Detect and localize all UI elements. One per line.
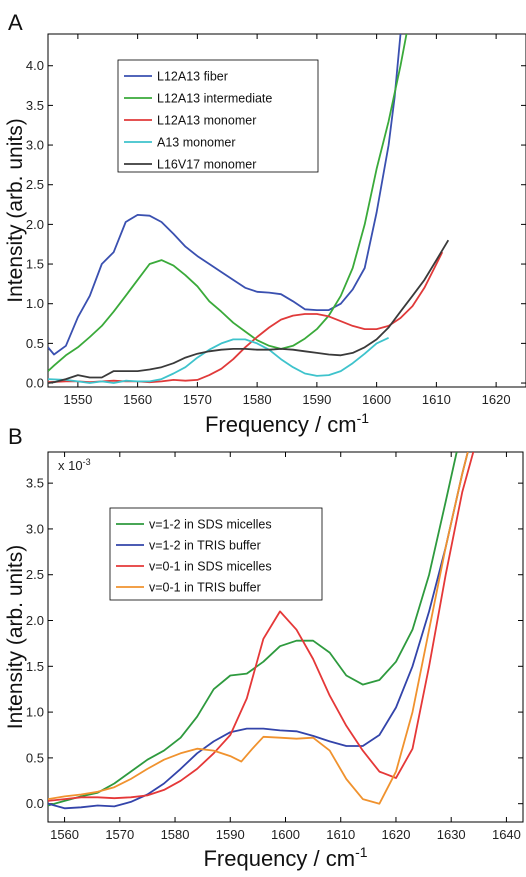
- panel-b-ylabel: Intensity (arb. units): [4, 545, 27, 729]
- panel-a-xtick-label: 1570: [183, 392, 212, 407]
- panel-b-series-line-2: [48, 452, 469, 810]
- panel-b-xtick-label: 1630: [437, 827, 466, 842]
- panel-b-xtick-label: 1560: [50, 827, 79, 842]
- panel-b-xlabel-sup: -1: [355, 844, 368, 860]
- panel-b-y-multiplier-exp: -3: [83, 457, 91, 467]
- panel-a-legend-box: [117, 59, 319, 173]
- panel-b-ytick-label: 3.5: [26, 476, 44, 491]
- panel-b-xlabel: Frequency / cm-1: [203, 844, 367, 871]
- panel-b-ytick-label: 1.5: [26, 659, 44, 674]
- panel-b-ytick-label: 2.0: [26, 613, 44, 628]
- panel-a-ylabel: Intensity (arb. units): [4, 118, 27, 302]
- panel-a-ytick-label: 4.0: [26, 58, 44, 73]
- panel-a-series-group: [48, 34, 450, 384]
- panel-a-ytick-label: 0.5: [26, 336, 44, 351]
- panel-a-legend-label-5: L16V17 monomer: [157, 158, 256, 172]
- panel-b-y-multiplier: x 10-3: [58, 457, 91, 473]
- panel-a-frame: [47, 33, 526, 388]
- panel-b-legend-box: [109, 507, 323, 601]
- panel-a-series-line-4: [48, 336, 389, 384]
- panel-b-ytick-label: 2.5: [26, 567, 44, 582]
- panel-b-series-group: [48, 452, 475, 810]
- panel-b-xtick-label: 1610: [326, 827, 355, 842]
- panel-a-legend-label-1: L12A13 fiber: [157, 70, 228, 84]
- panel-a-xtick-label: 1550: [63, 392, 92, 407]
- panel-b-series-line-1: [48, 452, 458, 807]
- panel-b-legend-label-1: v=1-2 in SDS micelles: [149, 518, 272, 532]
- panel-b-xtick-label: 1600: [271, 827, 300, 842]
- panel-a-series-line-2: [48, 34, 408, 372]
- panel-a-series-line-5: [48, 239, 450, 384]
- panel-a-xtick-label: 1620: [482, 392, 511, 407]
- panel-a-ytick-label: 3.5: [26, 98, 44, 113]
- panel-b-letter: B: [8, 424, 23, 449]
- panel-b-frame: [47, 451, 524, 823]
- panel-a-xtick-label: 1610: [422, 392, 451, 407]
- panel-a-ytick-label: 2.0: [26, 217, 44, 232]
- panel-a-xlabel: Frequency / cm-1: [205, 410, 369, 437]
- panel-a-xtick-label: 1560: [123, 392, 152, 407]
- panel-a-series-line-3: [48, 251, 444, 384]
- panel-b-series-line-4: [48, 452, 469, 805]
- panel-a-legend-label-4: A13 monomer: [157, 136, 236, 150]
- panel-a-ytick-label: 3.0: [26, 138, 44, 153]
- panel-a-letter: A: [8, 10, 23, 35]
- panel-a-xtick-label: 1580: [243, 392, 272, 407]
- panel-a-xtick-label: 1600: [362, 392, 391, 407]
- panel-b-xtick-label: 1640: [492, 827, 521, 842]
- panel-b-legend-label-4: v=0-1 in TRIS buffer: [149, 581, 261, 595]
- panel-b-ytick-label: 1.0: [26, 705, 44, 720]
- panel-b-xtick-label: 1580: [161, 827, 190, 842]
- panel-a-ytick-label: 1.5: [26, 257, 44, 272]
- panel-b-xtick-label: 1620: [382, 827, 411, 842]
- panel-b-legend-label-2: v=1-2 in TRIS buffer: [149, 539, 261, 553]
- panel-a-legend-label-2: L12A13 intermediate: [157, 92, 272, 106]
- panel-a-xlabel-sup: -1: [357, 410, 370, 426]
- panel-b: B 1560 1570 1580 1590 1600 1610 1620 1630 1640 0.0…: [4, 424, 524, 871]
- panel-b-ytick-label: 0.5: [26, 750, 44, 765]
- panel-a-ytick-label: 0.0: [26, 376, 44, 391]
- panel-a-series-line-1: [48, 34, 402, 356]
- panel-a-ytick-label: 1.0: [26, 296, 44, 311]
- panel-a-legend-label-3: L12A13 monomer: [157, 114, 256, 128]
- panel-b-ytick-label: 0.0: [26, 796, 44, 811]
- panel-b-ytick-label: 3.0: [26, 521, 44, 536]
- panel-b-xtick-label: 1570: [105, 827, 134, 842]
- panel-b-series-line-3: [48, 452, 475, 802]
- panel-b-legend-label-3: v=0-1 in SDS micelles: [149, 560, 272, 574]
- panel-a-ytick-label: 2.5: [26, 177, 44, 192]
- panel-a: A 1550 1560 1570 1580 1590 1600 1610 1620 0.0 0.5 1…: [4, 10, 526, 437]
- panel-b-xtick-label: 1590: [216, 827, 245, 842]
- panel-a-xtick-label: 1590: [302, 392, 331, 407]
